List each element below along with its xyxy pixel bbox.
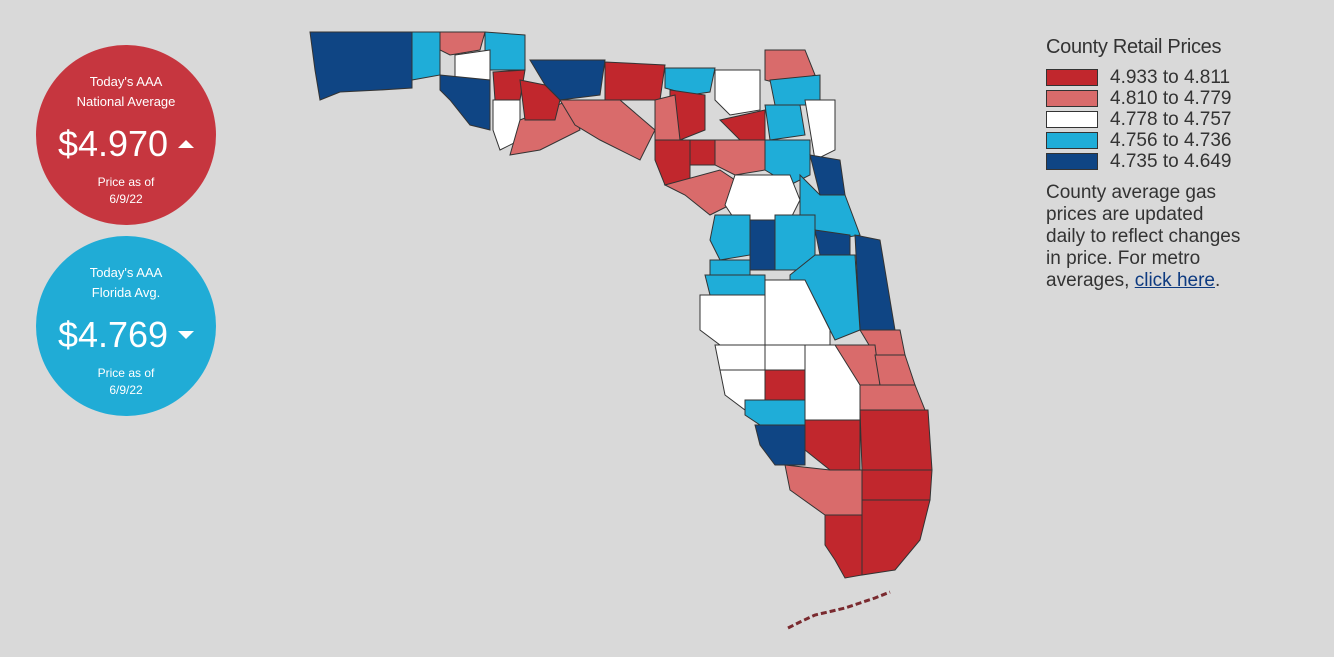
county-region[interactable]	[439, 74, 491, 131]
county-region[interactable]	[529, 59, 606, 101]
county-region[interactable]	[664, 67, 716, 96]
national-asof-1: Price as of	[97, 175, 155, 189]
county-region[interactable]	[804, 99, 836, 161]
county-region[interactable]	[859, 384, 926, 411]
county-region[interactable]	[859, 409, 933, 471]
legend-item: 4.933 to 4.811	[1046, 67, 1246, 88]
legend-label: 4.778 to 4.757	[1110, 108, 1232, 130]
county-region[interactable]	[492, 69, 526, 101]
legend-label: 4.810 to 4.779	[1110, 87, 1232, 109]
county-region[interactable]	[764, 369, 806, 401]
county-region[interactable]	[714, 344, 766, 371]
county-region[interactable]	[749, 219, 776, 271]
county-region[interactable]	[704, 274, 766, 296]
national-label-1: Today's AAA	[89, 74, 163, 89]
county-region[interactable]	[861, 469, 933, 501]
legend-item: 4.756 to 4.736	[1046, 130, 1246, 151]
county-region[interactable]	[854, 234, 896, 331]
county-region[interactable]	[784, 464, 863, 516]
county-region[interactable]	[804, 419, 861, 471]
county-region[interactable]	[714, 69, 761, 116]
legend-label: 4.933 to 4.811	[1110, 66, 1231, 88]
county-region[interactable]	[484, 31, 526, 71]
trend-down-icon	[178, 331, 195, 339]
legend-description: County average gas prices are updated da…	[1046, 182, 1246, 292]
county-region[interactable]	[719, 109, 766, 141]
county-region[interactable]	[824, 514, 863, 579]
county-region[interactable]	[754, 424, 806, 466]
county-region[interactable]	[724, 174, 801, 221]
description-text: County average gas prices are updated da…	[1046, 182, 1241, 291]
florida-label-2: Florida Avg.	[91, 285, 161, 300]
legend-title: County Retail Prices	[1046, 36, 1222, 58]
county-region[interactable]	[519, 79, 561, 121]
legend: County Retail Prices 4.933 to 4.811 4.810…	[1046, 36, 1246, 292]
county-region[interactable]	[439, 31, 486, 56]
county-region[interactable]	[654, 139, 691, 186]
county-region[interactable]	[764, 104, 806, 141]
florida-keys	[787, 590, 891, 630]
county-region[interactable]	[709, 214, 751, 261]
county-region[interactable]	[764, 344, 806, 371]
county-region[interactable]	[709, 259, 751, 276]
county-region[interactable]	[874, 354, 916, 386]
trend-up-icon	[178, 140, 195, 148]
metro-averages-link[interactable]: click here	[1134, 270, 1215, 291]
county-region[interactable]	[559, 99, 656, 161]
county-region[interactable]	[309, 31, 413, 101]
county-region[interactable]	[814, 229, 851, 256]
county-region[interactable]	[809, 154, 846, 196]
florida-asof-2: 6/9/22	[109, 383, 143, 397]
county-region[interactable]	[861, 499, 931, 576]
legend-swatch	[1046, 111, 1098, 128]
national-asof-2: 6/9/22	[109, 192, 143, 206]
county-region[interactable]	[411, 31, 441, 81]
florida-label-1: Today's AAA	[89, 265, 163, 280]
legend-swatch	[1046, 69, 1098, 86]
county-region[interactable]	[654, 94, 681, 141]
legend-swatch	[1046, 132, 1098, 149]
national-average-badge: Today's AAA National Average $4.970 Price…	[36, 45, 216, 225]
legend-item: 4.735 to 4.649	[1046, 151, 1246, 172]
florida-asof-1: Price as of	[97, 366, 155, 380]
florida-average-badge: Today's AAA Florida Avg. $4.769 Price as …	[36, 236, 216, 416]
county-region[interactable]	[714, 139, 766, 176]
legend-item: 4.778 to 4.757	[1046, 109, 1246, 130]
legend-item: 4.810 to 4.779	[1046, 88, 1246, 109]
florida-price: $4.769	[57, 314, 169, 355]
national-price: $4.970	[57, 123, 169, 164]
legend-swatch	[1046, 153, 1098, 170]
legend-label: 4.756 to 4.736	[1110, 129, 1232, 151]
description-trailing: .	[1214, 270, 1221, 291]
national-label-2: National Average	[76, 94, 176, 109]
legend-swatch	[1046, 90, 1098, 107]
county-region[interactable]	[744, 399, 806, 426]
county-region[interactable]	[604, 61, 666, 101]
county-region[interactable]	[699, 294, 766, 346]
county-region[interactable]	[454, 49, 491, 81]
legend-label: 4.735 to 4.649	[1110, 150, 1232, 172]
